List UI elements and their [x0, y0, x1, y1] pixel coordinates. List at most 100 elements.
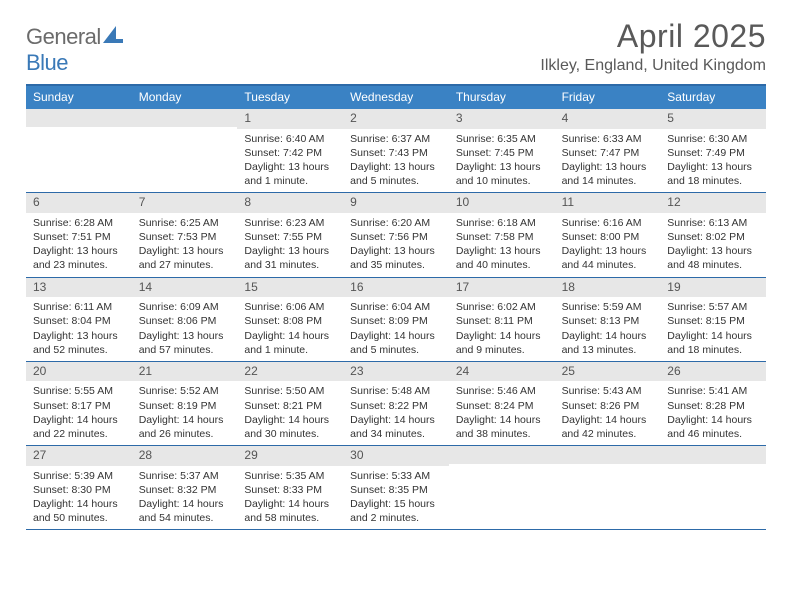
date-number: 30 [343, 446, 449, 466]
calendar-cell: 20Sunrise: 5:55 AMSunset: 8:17 PMDayligh… [26, 362, 132, 445]
day-header: Thursday [449, 86, 555, 109]
date-number [660, 446, 766, 464]
cell-body: Sunrise: 6:18 AMSunset: 7:58 PMDaylight:… [449, 213, 555, 277]
date-number: 23 [343, 362, 449, 382]
daylight-line: Daylight: 14 hours and 34 minutes. [350, 413, 442, 441]
calendar-cell: 30Sunrise: 5:33 AMSunset: 8:35 PMDayligh… [343, 446, 449, 529]
date-number: 24 [449, 362, 555, 382]
cell-body [555, 464, 661, 522]
date-number: 29 [237, 446, 343, 466]
brand-name-a: General [26, 24, 101, 49]
daylight-line: Daylight: 13 hours and 52 minutes. [33, 329, 125, 357]
cell-body: Sunrise: 6:16 AMSunset: 8:00 PMDaylight:… [555, 213, 661, 277]
sunset-line: Sunset: 8:26 PM [562, 399, 654, 413]
cell-body: Sunrise: 6:13 AMSunset: 8:02 PMDaylight:… [660, 213, 766, 277]
sunrise-line: Sunrise: 6:25 AM [139, 216, 231, 230]
brand-sail-icon [103, 24, 123, 50]
date-number: 22 [237, 362, 343, 382]
cell-body: Sunrise: 5:35 AMSunset: 8:33 PMDaylight:… [237, 466, 343, 530]
sunset-line: Sunset: 8:00 PM [562, 230, 654, 244]
sunrise-line: Sunrise: 5:52 AM [139, 384, 231, 398]
calendar-week: 27Sunrise: 5:39 AMSunset: 8:30 PMDayligh… [26, 446, 766, 530]
date-number: 19 [660, 278, 766, 298]
calendar-week: 6Sunrise: 6:28 AMSunset: 7:51 PMDaylight… [26, 193, 766, 277]
sunrise-line: Sunrise: 6:40 AM [244, 132, 336, 146]
sunrise-line: Sunrise: 6:09 AM [139, 300, 231, 314]
daylight-line: Daylight: 13 hours and 40 minutes. [456, 244, 548, 272]
sunrise-line: Sunrise: 6:28 AM [33, 216, 125, 230]
date-number: 12 [660, 193, 766, 213]
brand-name-b: Blue [26, 50, 68, 75]
date-number: 6 [26, 193, 132, 213]
cell-body: Sunrise: 6:30 AMSunset: 7:49 PMDaylight:… [660, 129, 766, 193]
daylight-line: Daylight: 14 hours and 1 minute. [244, 329, 336, 357]
calendar-cell: 15Sunrise: 6:06 AMSunset: 8:08 PMDayligh… [237, 278, 343, 361]
cell-body: Sunrise: 5:59 AMSunset: 8:13 PMDaylight:… [555, 297, 661, 361]
date-number: 4 [555, 109, 661, 129]
sunset-line: Sunset: 8:09 PM [350, 314, 442, 328]
daylight-line: Daylight: 13 hours and 5 minutes. [350, 160, 442, 188]
daylight-line: Daylight: 13 hours and 27 minutes. [139, 244, 231, 272]
sunset-line: Sunset: 8:30 PM [33, 483, 125, 497]
daylight-line: Daylight: 14 hours and 13 minutes. [562, 329, 654, 357]
sunset-line: Sunset: 7:53 PM [139, 230, 231, 244]
date-number [555, 446, 661, 464]
daylight-line: Daylight: 14 hours and 22 minutes. [33, 413, 125, 441]
day-header: Saturday [660, 86, 766, 109]
sunrise-line: Sunrise: 5:55 AM [33, 384, 125, 398]
day-header: Friday [555, 86, 661, 109]
date-number: 20 [26, 362, 132, 382]
day-header-row: Sunday Monday Tuesday Wednesday Thursday… [26, 86, 766, 109]
calendar-cell [132, 109, 238, 192]
calendar-cell: 3Sunrise: 6:35 AMSunset: 7:45 PMDaylight… [449, 109, 555, 192]
calendar-cell [26, 109, 132, 192]
calendar: Sunday Monday Tuesday Wednesday Thursday… [26, 84, 766, 530]
sunrise-line: Sunrise: 6:11 AM [33, 300, 125, 314]
cell-body: Sunrise: 6:37 AMSunset: 7:43 PMDaylight:… [343, 129, 449, 193]
sunset-line: Sunset: 8:15 PM [667, 314, 759, 328]
page-title: April 2025 [540, 18, 766, 55]
date-number: 3 [449, 109, 555, 129]
brand-logo: General Blue [26, 18, 123, 76]
sunrise-line: Sunrise: 6:16 AM [562, 216, 654, 230]
daylight-line: Daylight: 14 hours and 5 minutes. [350, 329, 442, 357]
date-number: 13 [26, 278, 132, 298]
date-number: 21 [132, 362, 238, 382]
calendar-cell: 7 Sunrise: 6:25 AMSunset: 7:53 PMDaylight… [132, 193, 238, 276]
sunrise-line: Sunrise: 5:50 AM [244, 384, 336, 398]
calendar-cell: 12Sunrise: 6:13 AMSunset: 8:02 PMDayligh… [660, 193, 766, 276]
calendar-cell: 26Sunrise: 5:41 AMSunset: 8:28 PMDayligh… [660, 362, 766, 445]
calendar-cell: 16Sunrise: 6:04 AMSunset: 8:09 PMDayligh… [343, 278, 449, 361]
calendar-cell: 14Sunrise: 6:09 AMSunset: 8:06 PMDayligh… [132, 278, 238, 361]
daylight-line: Daylight: 14 hours and 46 minutes. [667, 413, 759, 441]
calendar-cell: 5Sunrise: 6:30 AMSunset: 7:49 PMDaylight… [660, 109, 766, 192]
cell-body: Sunrise: 5:41 AMSunset: 8:28 PMDaylight:… [660, 381, 766, 445]
page: General Blue April 2025 Ilkley, England,… [0, 0, 792, 542]
daylight-line: Daylight: 13 hours and 48 minutes. [667, 244, 759, 272]
sunrise-line: Sunrise: 6:35 AM [456, 132, 548, 146]
calendar-week: 20Sunrise: 5:55 AMSunset: 8:17 PMDayligh… [26, 362, 766, 446]
cell-body: Sunrise: 6:02 AMSunset: 8:11 PMDaylight:… [449, 297, 555, 361]
sunrise-line: Sunrise: 6:23 AM [244, 216, 336, 230]
cell-body: Sunrise: 5:48 AMSunset: 8:22 PMDaylight:… [343, 381, 449, 445]
date-number: 10 [449, 193, 555, 213]
calendar-cell: 2Sunrise: 6:37 AMSunset: 7:43 PMDaylight… [343, 109, 449, 192]
sunset-line: Sunset: 8:19 PM [139, 399, 231, 413]
cell-body: Sunrise: 6:23 AMSunset: 7:55 PMDaylight:… [237, 213, 343, 277]
date-number: 7 [132, 193, 238, 213]
title-block: April 2025 Ilkley, England, United Kingd… [540, 18, 766, 75]
daylight-line: Daylight: 14 hours and 30 minutes. [244, 413, 336, 441]
sunrise-line: Sunrise: 5:59 AM [562, 300, 654, 314]
calendar-week: 1Sunrise: 6:40 AMSunset: 7:42 PMDaylight… [26, 109, 766, 193]
calendar-cell: 29Sunrise: 5:35 AMSunset: 8:33 PMDayligh… [237, 446, 343, 529]
date-number: 5 [660, 109, 766, 129]
sunrise-line: Sunrise: 5:37 AM [139, 469, 231, 483]
sunrise-line: Sunrise: 5:46 AM [456, 384, 548, 398]
sunrise-line: Sunrise: 6:30 AM [667, 132, 759, 146]
calendar-cell [449, 446, 555, 529]
date-number: 15 [237, 278, 343, 298]
sunset-line: Sunset: 8:13 PM [562, 314, 654, 328]
date-number: 27 [26, 446, 132, 466]
daylight-line: Daylight: 13 hours and 44 minutes. [562, 244, 654, 272]
sunrise-line: Sunrise: 5:43 AM [562, 384, 654, 398]
